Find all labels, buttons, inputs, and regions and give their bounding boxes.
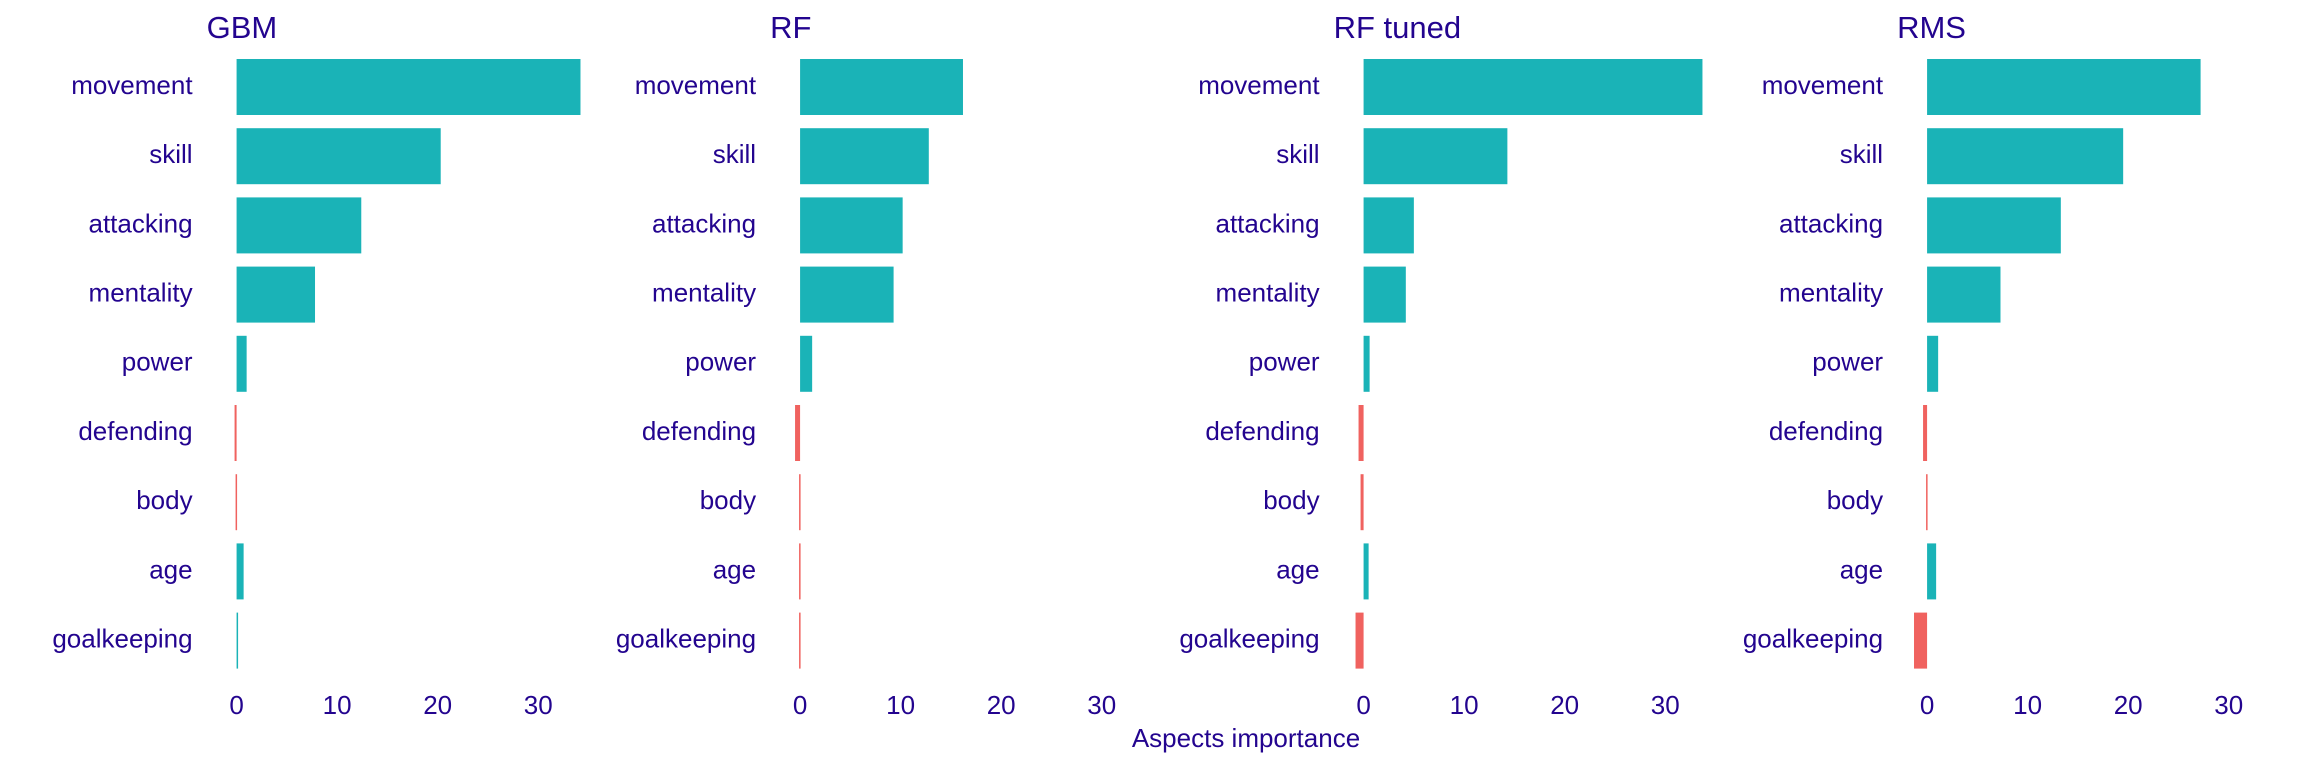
bar [1927, 197, 2061, 254]
y-tick-label: mentality [89, 277, 193, 307]
x-tick-label: 20 [2114, 690, 2143, 720]
x-tick-label: 10 [2013, 690, 2042, 720]
y-tick-label: skill [149, 139, 192, 169]
y-tick-label: defending [642, 416, 756, 446]
bar [236, 335, 247, 392]
bar [800, 59, 963, 115]
y-tick-label: mentality [652, 277, 756, 307]
y-tick-label: skill [713, 139, 756, 169]
bar [1914, 612, 1928, 669]
bar [236, 197, 362, 254]
y-tick-label: attacking [652, 208, 756, 238]
panel-title: RF [770, 10, 811, 45]
x-tick-label: 10 [323, 690, 352, 720]
y-tick-label: movement [1762, 70, 1884, 100]
y-tick-label: movement [71, 70, 193, 100]
bar [799, 474, 801, 531]
y-tick-label: movement [635, 70, 757, 100]
y-tick-label: goalkeeping [1743, 623, 1883, 653]
bar [795, 405, 801, 461]
bar [1926, 474, 1928, 531]
x-tick-label: 0 [229, 690, 243, 720]
bar [1927, 335, 1939, 392]
y-tick-label: power [1249, 347, 1320, 377]
y-tick-label: body [1827, 485, 1883, 515]
y-tick-label: movement [1198, 70, 1320, 100]
bar [236, 266, 316, 323]
bar [234, 405, 237, 461]
bar [1363, 197, 1414, 254]
panel-title: GBM [207, 10, 278, 45]
bar [235, 474, 238, 531]
bar [1363, 266, 1406, 323]
y-tick-label: mentality [1779, 277, 1883, 307]
bar [1927, 128, 2124, 185]
x-tick-label: 10 [886, 690, 915, 720]
y-tick-label: body [136, 485, 192, 515]
x-tick-label: 30 [2214, 690, 2243, 720]
y-tick-label: power [1812, 347, 1883, 377]
y-tick-label: age [1276, 554, 1319, 584]
bar [800, 128, 929, 185]
x-tick-label: 0 [1356, 690, 1370, 720]
bar [800, 266, 894, 323]
x-tick-label: 0 [1920, 690, 1934, 720]
bar [1363, 335, 1370, 392]
bar [236, 128, 441, 185]
y-tick-label: skill [1840, 139, 1883, 169]
y-tick-label: defending [78, 416, 192, 446]
bar [799, 543, 801, 600]
bar [1363, 59, 1703, 115]
x-tick-label: 20 [1550, 690, 1579, 720]
x-axis-label: Aspects importance [1132, 723, 1360, 753]
y-tick-label: age [713, 554, 756, 584]
panel-title: RF tuned [1334, 10, 1462, 45]
bar [1927, 59, 2201, 115]
x-tick-label: 30 [1651, 690, 1680, 720]
bar [1360, 474, 1364, 531]
bar [1923, 405, 1928, 461]
y-tick-label: attacking [1779, 208, 1883, 238]
bar [1927, 543, 1937, 600]
x-tick-label: 30 [1087, 690, 1116, 720]
y-tick-label: power [122, 347, 193, 377]
bar [800, 197, 903, 254]
bar [800, 335, 813, 392]
bar [236, 59, 581, 115]
bar [236, 543, 244, 600]
bar [1355, 612, 1364, 669]
y-tick-label: goalkeeping [52, 623, 192, 653]
y-tick-label: defending [1769, 416, 1883, 446]
y-tick-label: body [1263, 485, 1319, 515]
x-tick-label: 0 [793, 690, 807, 720]
x-tick-label: 10 [1450, 690, 1479, 720]
y-tick-label: age [149, 554, 192, 584]
x-tick-label: 30 [524, 690, 553, 720]
y-tick-label: attacking [89, 208, 193, 238]
bar [799, 612, 801, 669]
y-tick-label: skill [1276, 139, 1319, 169]
y-tick-label: power [685, 347, 756, 377]
x-tick-label: 20 [987, 690, 1016, 720]
y-tick-label: body [700, 485, 756, 515]
y-tick-label: defending [1205, 416, 1319, 446]
y-tick-label: age [1840, 554, 1883, 584]
panel-title: RMS [1897, 10, 1966, 45]
bar [236, 612, 239, 669]
y-tick-label: goalkeeping [616, 623, 756, 653]
x-tick-label: 20 [423, 690, 452, 720]
bar [1927, 266, 2001, 323]
y-tick-label: mentality [1216, 277, 1320, 307]
y-tick-label: goalkeeping [1179, 623, 1319, 653]
bar [1363, 128, 1508, 185]
bar [1363, 543, 1369, 600]
y-tick-label: attacking [1216, 208, 1320, 238]
bar [1358, 405, 1364, 461]
